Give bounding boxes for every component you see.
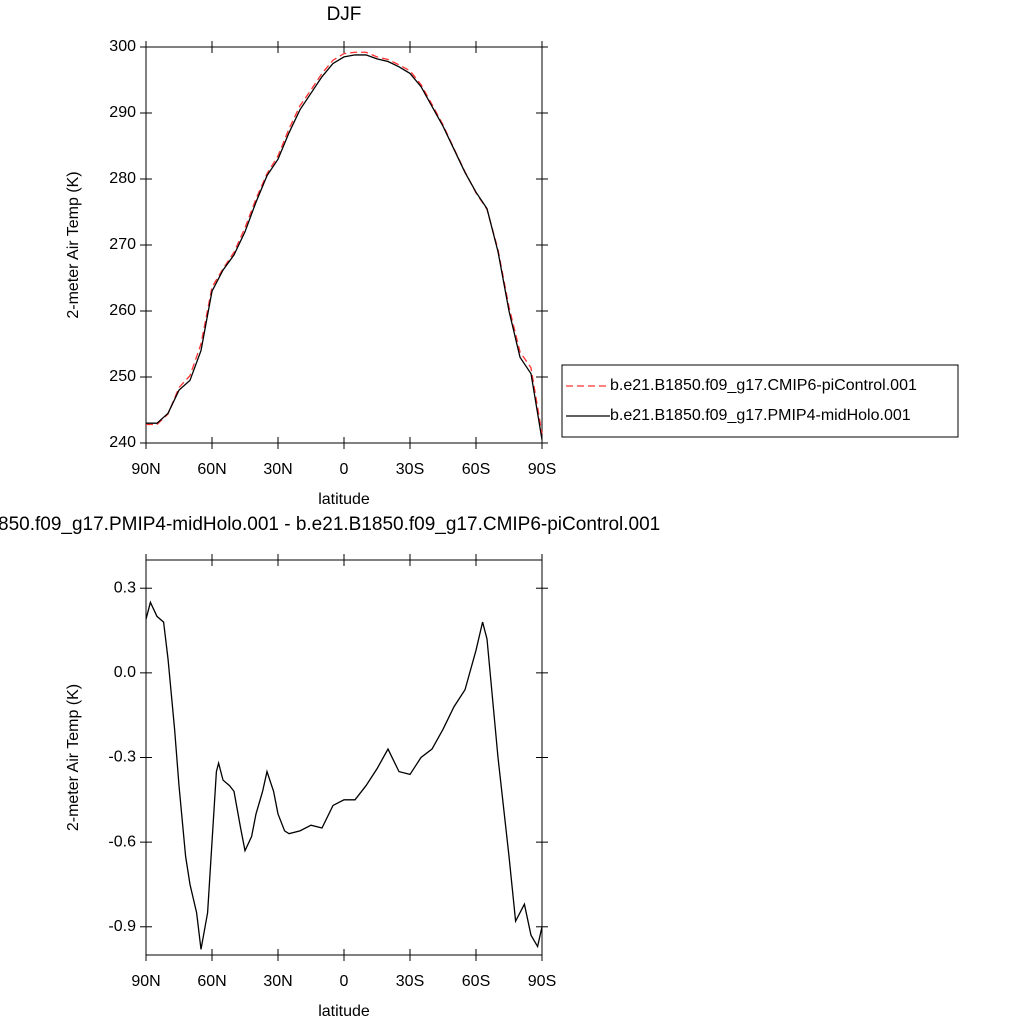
y-tick-label: -0.9 bbox=[108, 918, 136, 935]
x-tick-label: 90N bbox=[131, 461, 160, 478]
x-tick-label: 30S bbox=[396, 973, 424, 990]
y-tick-label: 260 bbox=[109, 302, 136, 319]
legend-label: b.e21.B1850.f09_g17.PMIP4-midHolo.001 bbox=[610, 407, 911, 424]
x-tick-label: 30N bbox=[263, 461, 292, 478]
y-tick-label: 270 bbox=[109, 236, 136, 253]
x-axis-label: latitude bbox=[318, 1003, 370, 1020]
x-tick-label: 60S bbox=[462, 973, 490, 990]
y-tick-label: -0.3 bbox=[108, 749, 136, 766]
y-axis-label: 2-meter Air Temp (K) bbox=[65, 171, 82, 318]
y-tick-label: 250 bbox=[109, 368, 136, 385]
chart-title: DJF bbox=[327, 4, 362, 25]
x-tick-label: 90N bbox=[131, 973, 160, 990]
x-tick-label: 60N bbox=[197, 461, 226, 478]
x-tick-label: 30S bbox=[396, 461, 424, 478]
y-tick-label: 280 bbox=[109, 170, 136, 187]
data-line bbox=[146, 54, 543, 440]
x-tick-label: 60S bbox=[462, 461, 490, 478]
data-line bbox=[146, 51, 543, 434]
data-line bbox=[145, 600, 543, 950]
chart-title: 850.f09_g17.PMIP4-midHolo.001 - b.e21.B1… bbox=[0, 514, 660, 535]
x-axis-label: latitude bbox=[318, 491, 370, 508]
x-tick-label: 60N bbox=[197, 973, 226, 990]
legend-box bbox=[561, 364, 959, 438]
y-tick-label: 0.3 bbox=[114, 579, 136, 596]
x-tick-label: 0 bbox=[340, 461, 349, 478]
x-tick-label: 90S bbox=[528, 973, 556, 990]
y-tick-label: 0.0 bbox=[114, 664, 136, 681]
x-tick-label: 90S bbox=[528, 461, 556, 478]
y-tick-label: 240 bbox=[109, 434, 136, 451]
plot-frame bbox=[145, 559, 543, 956]
x-tick-label: 0 bbox=[340, 973, 349, 990]
y-axis-label: 2-meter Air Temp (K) bbox=[65, 684, 82, 831]
legend-label: b.e21.B1850.f09_g17.CMIP6-piControl.001 bbox=[610, 377, 917, 394]
y-tick-label: 300 bbox=[109, 38, 136, 55]
plot-frame bbox=[145, 46, 543, 444]
y-tick-label: -0.6 bbox=[108, 833, 136, 850]
x-tick-label: 30N bbox=[263, 973, 292, 990]
y-tick-label: 290 bbox=[109, 104, 136, 121]
